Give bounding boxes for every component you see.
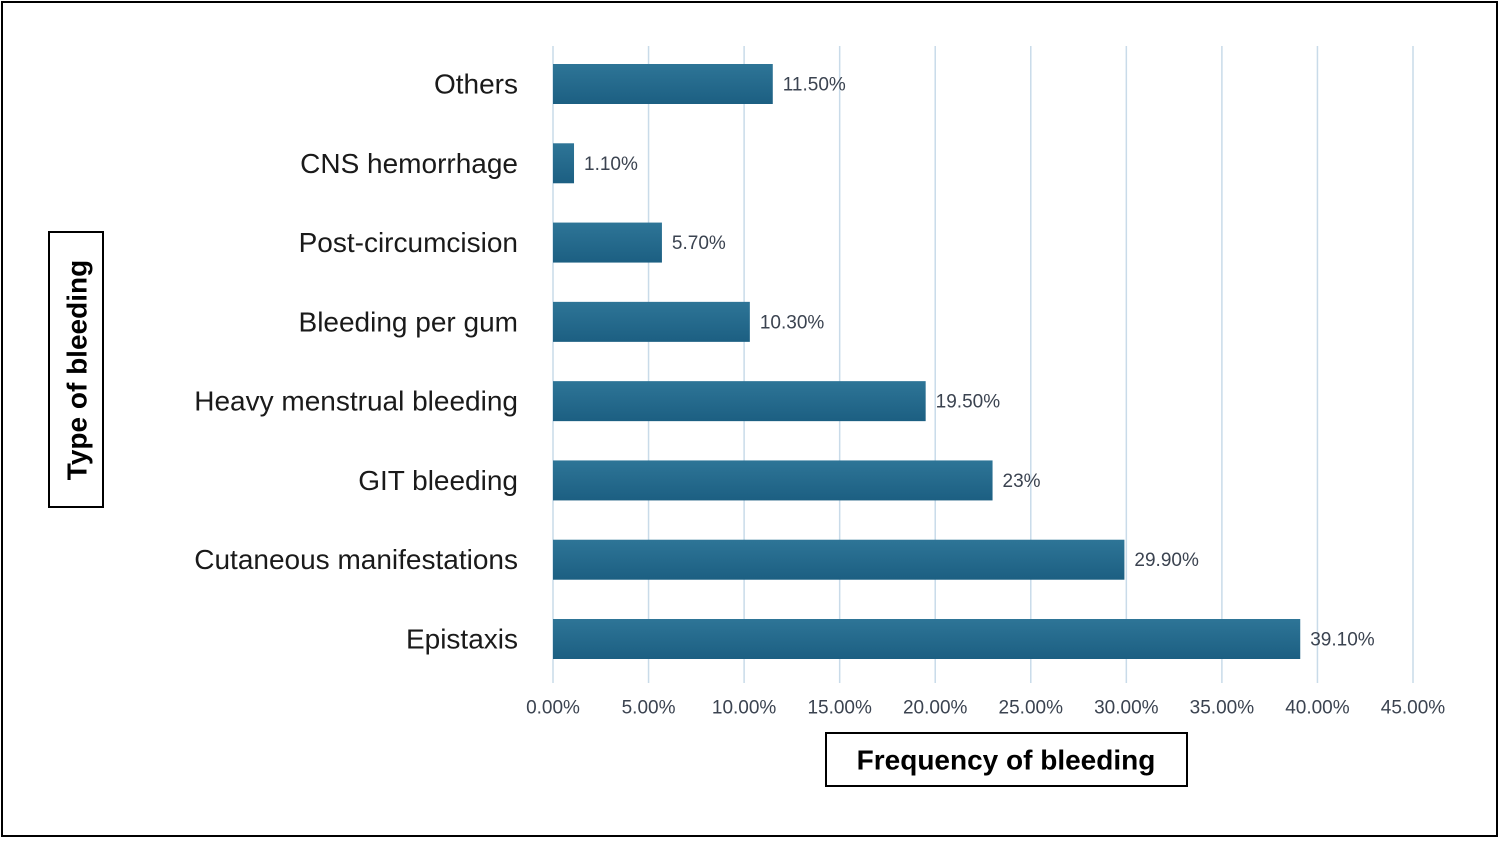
data-label: 1.10% (584, 154, 638, 175)
data-label: 10.30% (760, 312, 825, 333)
data-label: 39.10% (1310, 630, 1375, 651)
bar (553, 460, 993, 501)
gridlines (552, 46, 1414, 683)
x-tick-label: 40.00% (1285, 698, 1350, 719)
category-label: Cutaneous manifestations (194, 544, 518, 575)
x-axis-title: Frequency of bleeding (857, 745, 1156, 776)
x-axis-title-group: Frequency of bleeding (825, 732, 1188, 787)
x-tick-label: 5.00% (622, 698, 676, 719)
x-tick-label: 0.00% (526, 698, 580, 719)
category-label: CNS hemorrhage (300, 148, 518, 179)
data-label: 23% (1003, 471, 1041, 492)
x-tick-label: 30.00% (1094, 698, 1159, 719)
bar-chart: Others CNS hemorrhage Post-circumcision Ble… (48, 46, 1445, 787)
x-tick-label: 35.00% (1190, 698, 1255, 719)
category-label: Bleeding per gum (299, 306, 518, 337)
bar (553, 381, 926, 422)
data-label: 29.90% (1134, 550, 1199, 571)
x-tick-label: 15.00% (807, 698, 872, 719)
category-label: Epistaxis (406, 624, 518, 655)
y-axis-title: Type of bleeding (62, 260, 93, 480)
bars (553, 64, 1301, 659)
data-label: 5.70% (672, 233, 726, 254)
bar (553, 143, 575, 184)
y-axis-title-group: Type of bleeding (48, 231, 104, 508)
category-label: GIT bleeding (358, 465, 518, 496)
y-axis-title-box (48, 231, 104, 508)
x-tick-label: 20.00% (903, 698, 968, 719)
category-label: Heavy menstrual bleeding (194, 386, 518, 417)
bar (553, 64, 773, 104)
x-axis-title-box (825, 732, 1188, 787)
bar (553, 619, 1301, 659)
x-tick-label: 10.00% (712, 698, 777, 719)
data-labels: 11.50% 1.10% 5.70% 10.30% 19.50% 23% 29.90% 39.… (584, 75, 1375, 651)
bar (553, 301, 750, 342)
x-tick-label: 45.00% (1381, 698, 1446, 719)
bar (553, 222, 662, 263)
x-tick-labels: 0.00% 5.00% 10.00% 15.00% 20.00% 25.00% 30.00%… (526, 698, 1445, 719)
x-tick-label: 25.00% (999, 698, 1064, 719)
category-labels: Others CNS hemorrhage Post-circumcision Ble… (194, 69, 518, 655)
bar (553, 539, 1125, 580)
data-label: 19.50% (936, 392, 1001, 413)
category-label: Post-circumcision (299, 227, 518, 258)
data-label: 11.50% (783, 75, 846, 96)
category-label: Others (434, 69, 518, 100)
